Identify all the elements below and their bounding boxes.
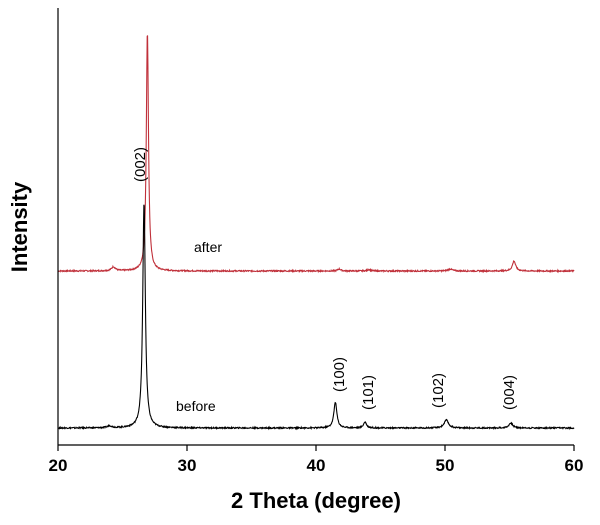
- x-tick-label-30: 30: [178, 456, 197, 475]
- series-label-before: before: [176, 398, 216, 414]
- peak-label-004: (004): [501, 375, 518, 410]
- x-tick-label-20: 20: [49, 456, 68, 475]
- x-ticks: 20 30 40 50 60: [49, 445, 584, 475]
- x-tick-label-60: 60: [565, 456, 584, 475]
- x-axis-title: 2 Theta (degree): [231, 488, 401, 513]
- series-label-after: after: [194, 239, 222, 255]
- peak-label-100: (100): [331, 357, 348, 392]
- series-line-after: [57, 35, 575, 274]
- x-tick-label-40: 40: [307, 456, 326, 475]
- series-line-before: [57, 204, 575, 431]
- peak-label-102: (102): [430, 373, 447, 408]
- y-axis-title: Intensity: [7, 181, 32, 272]
- peak-label-101: (101): [360, 375, 377, 410]
- peak-label-002: (002): [132, 147, 149, 182]
- series-layer: [57, 35, 575, 431]
- x-tick-label-50: 50: [436, 456, 455, 475]
